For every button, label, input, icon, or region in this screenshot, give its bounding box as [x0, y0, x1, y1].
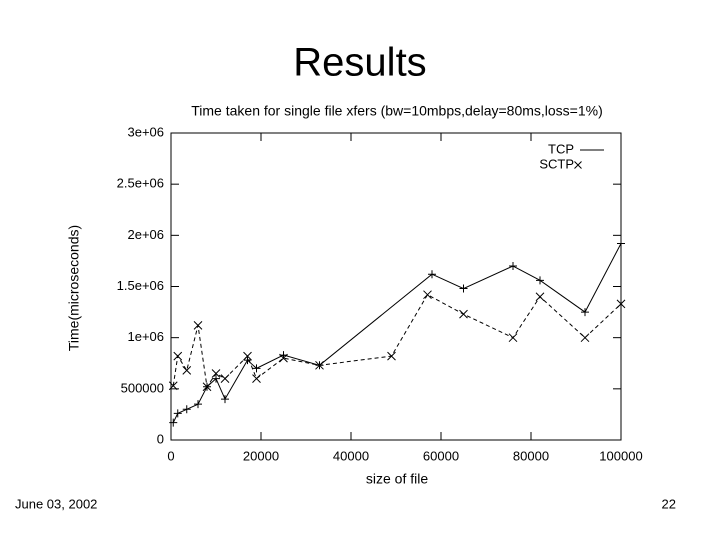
point-marker: [168, 381, 178, 391]
series-line: [172, 294, 622, 389]
y-tick-label: 1.5e+06: [117, 278, 164, 293]
point-marker: [243, 351, 252, 361]
x-tick-label: 100000: [599, 448, 642, 463]
point-marker: [173, 409, 182, 418]
point-marker: [535, 292, 545, 302]
y-tick-label: 2.5e+06: [117, 176, 164, 191]
point-marker: [581, 308, 589, 317]
y-tick-label: 500000: [121, 380, 164, 395]
point-marker: [428, 270, 436, 279]
point-marker: [252, 374, 261, 383]
point-marker: [617, 239, 625, 248]
point-marker: [536, 276, 544, 285]
point-marker: [459, 284, 468, 293]
point-marker: [202, 382, 212, 392]
x-tick-label: 40000: [333, 448, 369, 463]
point-marker: [387, 351, 396, 361]
legend-label: TCP: [548, 141, 574, 156]
point-marker: [169, 418, 178, 427]
point-marker: [182, 405, 191, 414]
y-tick-label: 0: [157, 431, 164, 446]
point-marker: [279, 353, 288, 363]
point-marker: [315, 360, 324, 370]
point-marker: [580, 333, 590, 343]
y-tick-label: 2e+06: [127, 227, 164, 242]
x-tick-label: 20000: [243, 448, 279, 463]
point-marker: [616, 299, 626, 309]
slide-title: Results: [293, 41, 426, 85]
point-marker: [221, 395, 229, 404]
point-marker: [193, 321, 203, 330]
point-marker: [212, 374, 220, 383]
plot-frame: [170, 132, 622, 441]
legend-marker: [574, 161, 582, 169]
legend-label: SCTP: [539, 156, 574, 171]
series-line: [172, 243, 622, 423]
x-tick-label: 80000: [513, 448, 549, 463]
y-tick-label: 3e+06: [127, 124, 164, 139]
point-marker: [194, 400, 202, 409]
point-marker: [182, 366, 192, 375]
point-marker: [509, 262, 517, 271]
point-marker: [252, 364, 261, 373]
point-marker: [211, 369, 221, 378]
chart-title: Time taken for single file xfers (bw=10m…: [191, 103, 603, 119]
point-marker: [459, 309, 468, 319]
point-marker: [508, 333, 518, 343]
point-marker: [243, 356, 252, 365]
x-tick-label: 0: [167, 448, 174, 463]
x-tick-label: 60000: [423, 448, 459, 463]
point-marker: [173, 351, 183, 361]
y-tick-label: 1e+06: [127, 329, 164, 344]
x-axis-label: size of file: [366, 471, 428, 487]
point-marker: [220, 374, 230, 383]
y-axis-label: Time(microseconds): [66, 225, 82, 351]
page-number: 22: [662, 496, 676, 511]
point-marker: [423, 290, 432, 300]
footer-date: June 03, 2002: [15, 496, 97, 511]
